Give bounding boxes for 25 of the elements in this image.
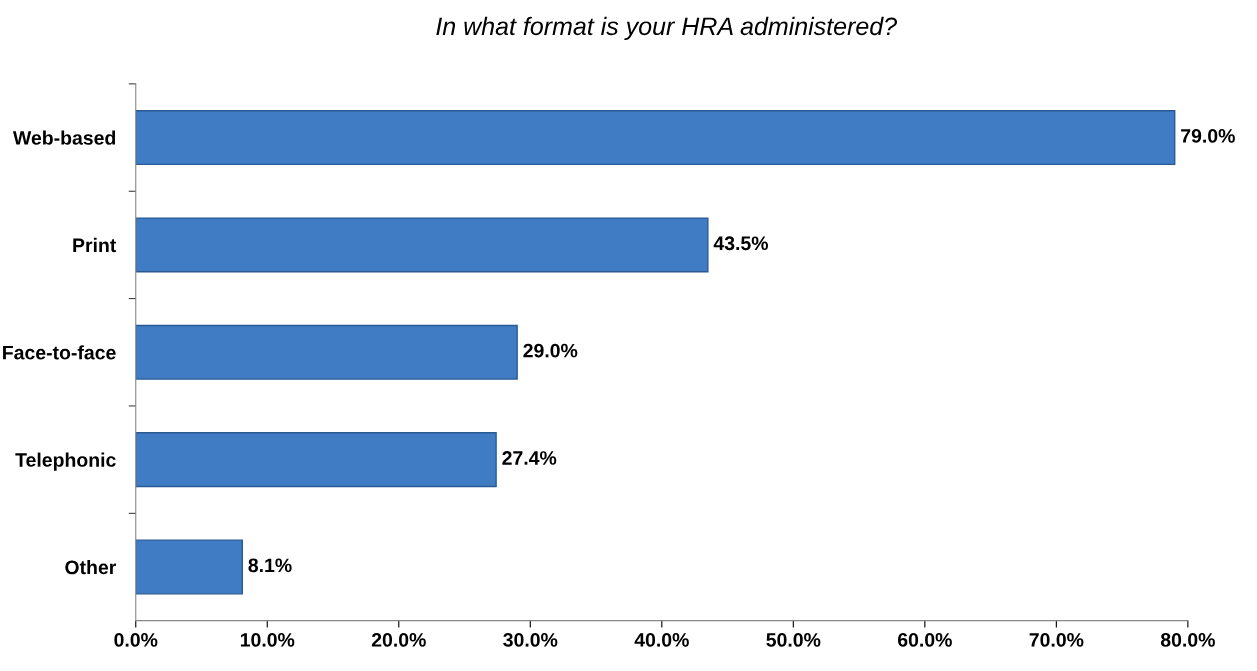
bar xyxy=(135,324,518,380)
x-tick-label: 60.0% xyxy=(897,632,952,647)
data-label: 29.0% xyxy=(523,343,578,358)
y-tick-label: Web-based xyxy=(12,130,116,145)
x-tick-label: 80.0% xyxy=(1160,632,1215,647)
bar xyxy=(135,432,497,488)
bar xyxy=(135,539,243,595)
x-tick-label: 20.0% xyxy=(371,632,426,647)
x-tick-label: 70.0% xyxy=(1029,632,1084,647)
x-tick-label: 50.0% xyxy=(766,632,821,647)
x-tick-label: 0.0% xyxy=(114,632,158,647)
chart-title: In what format is your HRA administered? xyxy=(436,16,898,41)
y-tick-label: Face-to-face xyxy=(3,345,116,360)
bar xyxy=(135,217,709,273)
data-label: 8.1% xyxy=(248,558,292,573)
x-tick-label: 10.0% xyxy=(240,632,295,647)
x-tick-label: 30.0% xyxy=(503,632,558,647)
data-label: 27.4% xyxy=(502,451,557,465)
x-tick-label: 40.0% xyxy=(634,632,689,647)
bar xyxy=(135,110,1176,166)
y-tick-label: Other xyxy=(65,559,117,575)
y-tick-label: Telephonic xyxy=(15,452,116,471)
data-label: 43.5% xyxy=(713,236,769,251)
data-label: 79.0% xyxy=(1181,129,1235,143)
y-tick-label: Print xyxy=(73,237,117,253)
